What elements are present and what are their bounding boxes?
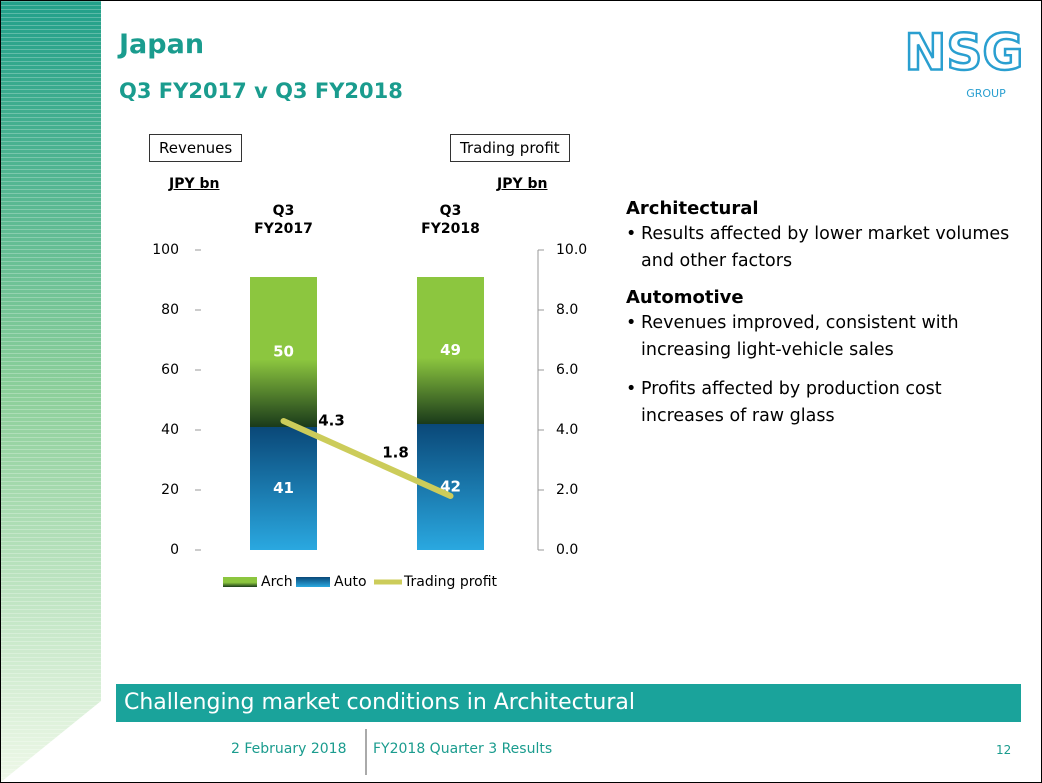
x-tick-label: Q3 FY2017 bbox=[254, 203, 313, 237]
footer-event: FY2018 Quarter 3 Results bbox=[373, 741, 553, 757]
commentary: ArchitecturalResults affected by lower m… bbox=[626, 198, 1026, 442]
footer-date: 2 February 2018 bbox=[231, 741, 347, 757]
y2-tick-label: 10.0 bbox=[556, 242, 587, 258]
legend-swatch bbox=[223, 577, 257, 587]
y-axis-label: JPY bn bbox=[169, 176, 220, 192]
commentary-section: AutomotiveRevenues improved, consistent … bbox=[626, 287, 1026, 430]
bullet: Revenues improved, consistent with incre… bbox=[626, 310, 1026, 364]
bullet: Profits affected by production cost incr… bbox=[626, 376, 1026, 430]
line-label: 4.3 bbox=[318, 412, 345, 430]
logo-group: GROUP bbox=[966, 87, 1006, 100]
commentary-heading: Automotive bbox=[626, 287, 744, 308]
legend-label: Trading profit bbox=[403, 574, 498, 590]
y-tick-label: 100 bbox=[152, 242, 179, 258]
line bbox=[280, 418, 454, 499]
data-label: 49 bbox=[440, 341, 461, 359]
side-stripe-lines bbox=[1, 1, 101, 782]
bar bbox=[250, 277, 317, 427]
y-tick-label: 0 bbox=[170, 542, 179, 558]
data-label: 50 bbox=[273, 343, 294, 361]
bar bbox=[250, 427, 317, 550]
y2-axis-label: JPY bn bbox=[497, 176, 548, 192]
x-tick-label: Q3 FY2018 bbox=[421, 203, 480, 237]
y-tick-label: 40 bbox=[161, 422, 179, 438]
logo-mark: NSG bbox=[905, 24, 1024, 82]
legend-label: Arch bbox=[261, 574, 293, 590]
left-axis-box: Revenues bbox=[149, 134, 243, 162]
y2-tick-label: 0.0 bbox=[556, 542, 578, 558]
subtitle: Q3 FY2017 v Q3 FY2018 bbox=[119, 79, 403, 103]
commentary-section: ArchitecturalResults affected by lower m… bbox=[626, 198, 1026, 275]
right-axis-box: Trading profit bbox=[450, 134, 570, 162]
y2-tick-label: 4.0 bbox=[556, 422, 578, 438]
y2-tick-label: 2.0 bbox=[556, 482, 578, 498]
data-label: 41 bbox=[273, 479, 294, 497]
line-label: 1.8 bbox=[382, 444, 409, 462]
logo: NSG GROUP bbox=[903, 22, 1024, 100]
commentary-heading: Architectural bbox=[626, 198, 759, 219]
y2-tick-label: 8.0 bbox=[556, 302, 578, 318]
y-tick-label: 60 bbox=[161, 362, 179, 378]
banner: Challenging market conditions in Archite… bbox=[116, 684, 1021, 722]
y-tick-label: 80 bbox=[161, 302, 179, 318]
page-number: 12 bbox=[996, 743, 1012, 757]
title: Japan bbox=[119, 29, 205, 60]
y-tick-label: 20 bbox=[161, 482, 179, 498]
legend-swatch bbox=[296, 577, 330, 587]
legend-label: Auto bbox=[334, 574, 367, 590]
y2-tick-label: 6.0 bbox=[556, 362, 578, 378]
bullet: Results affected by lower market volumes… bbox=[626, 221, 1026, 275]
bar bbox=[417, 277, 484, 424]
